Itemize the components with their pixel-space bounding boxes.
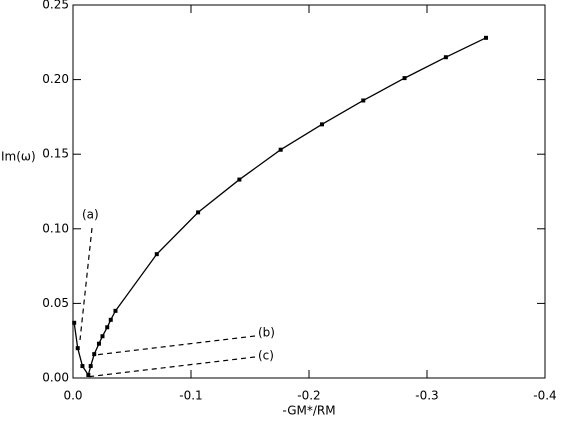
- point-marker: [361, 98, 366, 103]
- x-tick-label: -0.4: [533, 389, 556, 403]
- point-marker: [100, 334, 105, 339]
- x-tick-label: -0.1: [179, 389, 202, 403]
- point-marker: [237, 177, 242, 182]
- point-marker: [278, 147, 283, 152]
- y-tick-label: 0.25: [42, 0, 69, 12]
- point-marker: [154, 252, 159, 257]
- point-marker: [92, 352, 97, 357]
- series-line: [73, 37, 487, 377]
- x-tick-label: -0.2: [297, 389, 320, 403]
- point-marker: [105, 325, 110, 330]
- point-marker: [75, 346, 80, 351]
- annotation-line: [94, 335, 256, 356]
- point-marker: [88, 364, 93, 369]
- plot-frame: [72, 4, 546, 379]
- point-marker: [113, 308, 118, 313]
- y-tick-label: 0.05: [42, 296, 69, 310]
- y-tick-label: 0.00: [42, 371, 69, 385]
- point-marker: [72, 320, 77, 325]
- annotation: (c): [258, 349, 274, 363]
- x-tick-label: 0.0: [63, 389, 82, 403]
- annotation-line: [85, 356, 256, 378]
- x-axis-label: -GM*/RM: [282, 404, 335, 418]
- point-marker: [484, 35, 488, 40]
- annotation: (b): [258, 326, 275, 340]
- y-tick-label: 0.20: [42, 72, 69, 86]
- point-marker: [319, 122, 324, 127]
- point-marker: [96, 341, 101, 346]
- x-tick-label: -0.3: [415, 389, 438, 403]
- y-tick-label: 0.10: [42, 221, 69, 235]
- point-marker: [443, 55, 448, 60]
- annotation-line: [79, 227, 93, 341]
- y-axis-label: Im(ω): [1, 150, 36, 164]
- point-marker: [86, 373, 91, 378]
- point-marker: [196, 210, 201, 215]
- point-marker: [80, 364, 85, 369]
- point-marker: [108, 317, 113, 322]
- annotation: (a): [82, 208, 99, 222]
- y-tick-label: 0.15: [42, 147, 69, 161]
- point-marker: [402, 76, 407, 81]
